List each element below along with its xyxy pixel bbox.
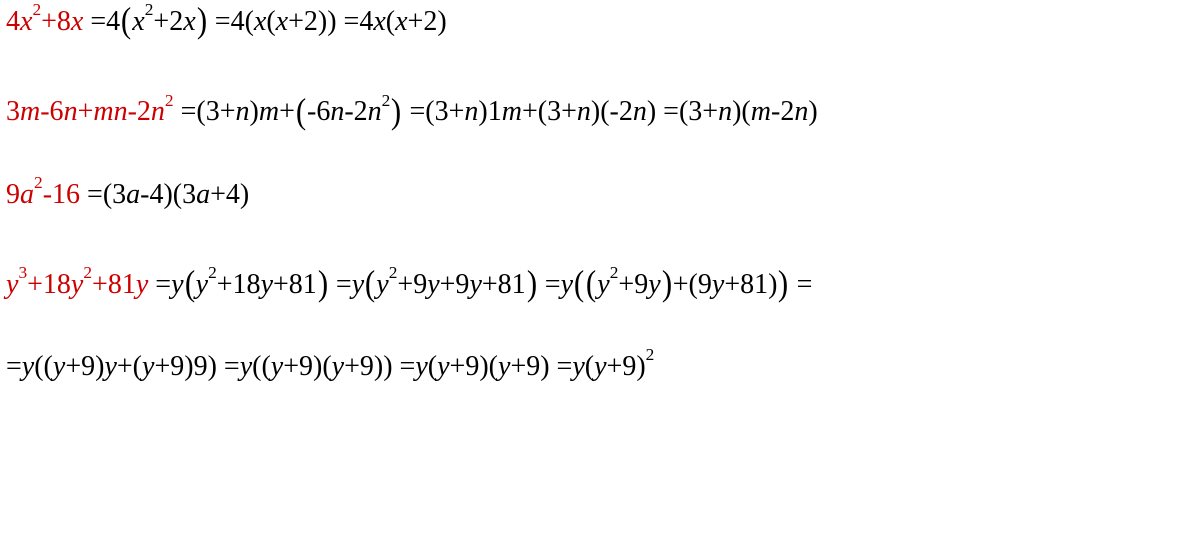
equation-1: 4x2+8x =4(x2+2x) =4(x(x+2)) =4x(x+2): [6, 0, 1194, 36]
equation-4-cont: =y((y+9)y+(y+9)9) =y((y+9)(y+9)) =y(y+9)…: [6, 353, 1194, 381]
equation-2: 3m-6n+mn-2n2 =(3+n)m+(-6n-2n2) =(3+n)1m+…: [6, 90, 1194, 126]
math-page: 4x2+8x =4(x2+2x) =4(x(x+2)) =4x(x+2) 3m-…: [0, 0, 1200, 381]
equation-4: y3+18y2+81y =y(y2+18y+81) =y(y2+9y+9y+81…: [6, 263, 1194, 299]
equation-3: 9a2-16 =(3a-4)(3a+4): [6, 181, 1194, 209]
